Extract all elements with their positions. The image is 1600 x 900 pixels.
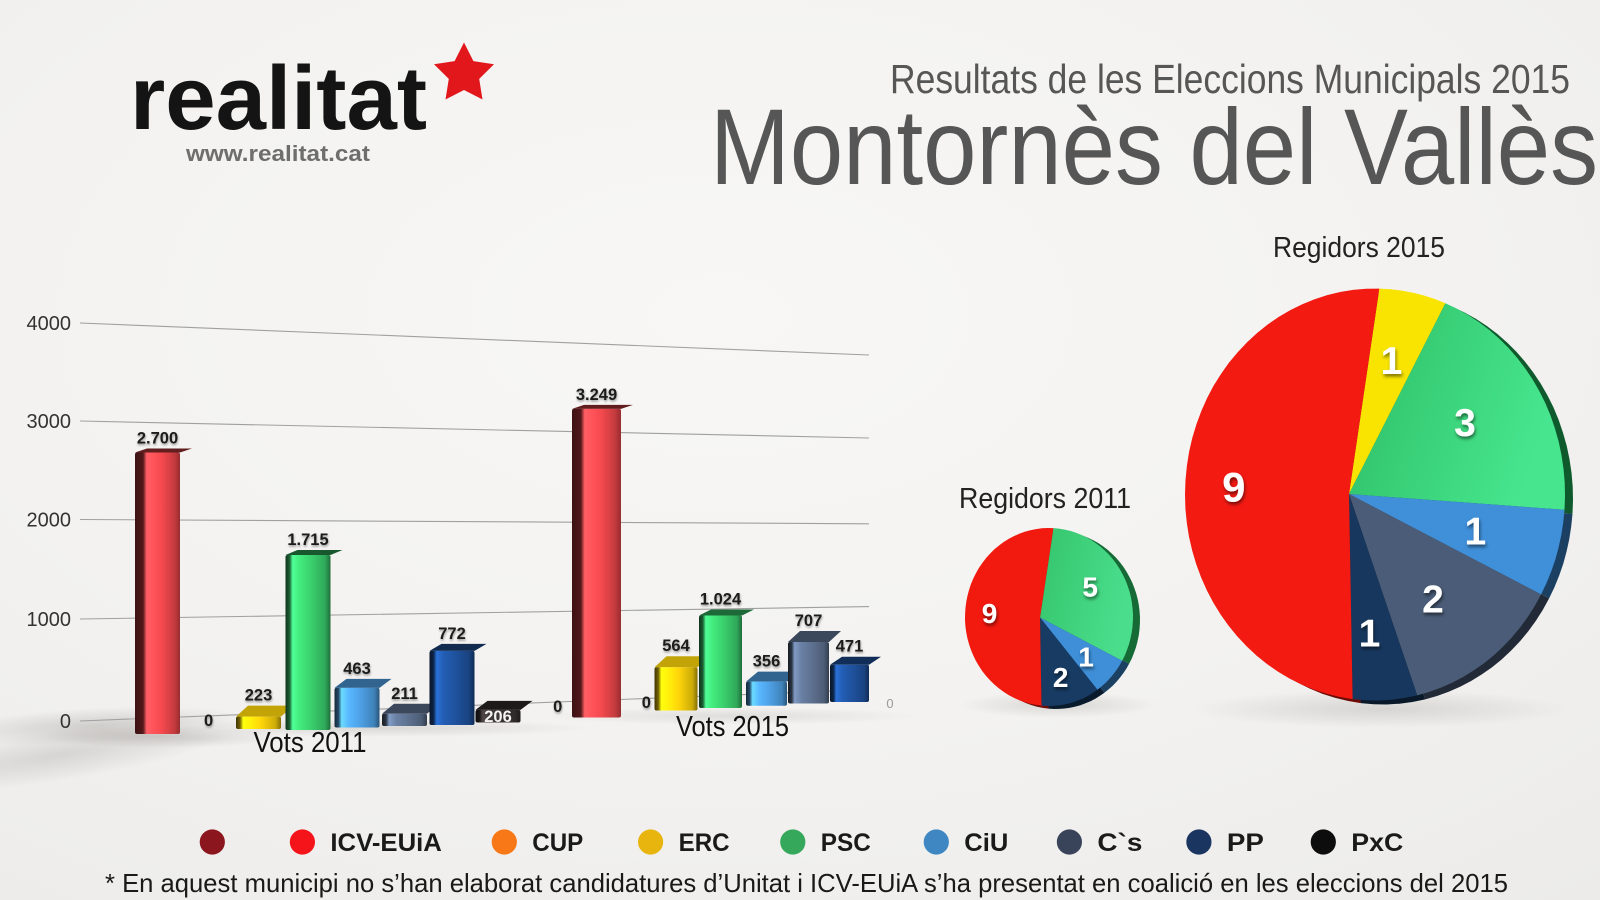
- svg-text:206: 206: [484, 708, 512, 726]
- svg-text:1.024: 1.024: [700, 591, 742, 609]
- svg-text:3.249: 3.249: [576, 386, 617, 404]
- svg-text:463: 463: [343, 660, 371, 678]
- svg-text:223: 223: [245, 687, 273, 705]
- svg-text:PSC: PSC: [821, 829, 871, 857]
- svg-text:0: 0: [60, 711, 71, 733]
- svg-text:707: 707: [795, 612, 823, 630]
- svg-text:0: 0: [553, 698, 562, 716]
- svg-text:ERC: ERC: [679, 829, 730, 857]
- svg-text:1: 1: [1359, 613, 1381, 656]
- svg-text:2.700: 2.700: [137, 430, 178, 448]
- svg-text:C`s: C`s: [1097, 829, 1142, 857]
- svg-text:1: 1: [1381, 340, 1403, 383]
- svg-text:564: 564: [662, 637, 690, 655]
- svg-text:* En aquest municipi no s’han: * En aquest municipi no s’han elaborat c…: [105, 868, 1508, 898]
- svg-text:1: 1: [1464, 511, 1486, 554]
- svg-text:3: 3: [1454, 402, 1476, 445]
- svg-text:0: 0: [204, 712, 213, 730]
- svg-text:2: 2: [1053, 662, 1069, 693]
- svg-text:0: 0: [886, 696, 893, 711]
- svg-text:0: 0: [642, 694, 651, 712]
- svg-text:4000: 4000: [27, 313, 72, 335]
- svg-text:Vots 2015: Vots 2015: [676, 711, 789, 743]
- svg-text:1000: 1000: [27, 609, 72, 631]
- svg-text:www.realitat.cat: www.realitat.cat: [185, 141, 371, 166]
- svg-text:Regidors 2015: Regidors 2015: [1273, 232, 1445, 264]
- svg-text:ICV-EUiA: ICV-EUiA: [330, 829, 442, 857]
- svg-text:9: 9: [982, 598, 998, 629]
- svg-text:471: 471: [836, 638, 864, 656]
- svg-text:772: 772: [438, 625, 466, 643]
- svg-text:9: 9: [1222, 464, 1245, 511]
- svg-text:realitat: realitat: [130, 49, 427, 149]
- svg-text:Resultats de les Eleccions Mun: Resultats de les Eleccions Municipals 20…: [890, 56, 1570, 102]
- svg-text:1: 1: [1078, 642, 1094, 673]
- svg-text:3000: 3000: [27, 411, 72, 433]
- svg-text:5: 5: [1082, 572, 1098, 603]
- svg-text:CiU: CiU: [964, 829, 1008, 857]
- svg-text:Regidors 2011: Regidors 2011: [959, 483, 1131, 515]
- svg-text:2000: 2000: [27, 510, 72, 532]
- svg-text:Vots 2011: Vots 2011: [254, 727, 367, 759]
- svg-text:Montornès del Vallès: Montornès del Vallès: [710, 86, 1598, 207]
- svg-text:2: 2: [1422, 579, 1444, 622]
- svg-text:CUP: CUP: [532, 829, 583, 857]
- svg-text:PP: PP: [1227, 829, 1264, 857]
- svg-text:211: 211: [391, 685, 418, 703]
- svg-text:1.715: 1.715: [287, 531, 328, 549]
- svg-text:356: 356: [753, 653, 781, 671]
- svg-text:PxC: PxC: [1351, 829, 1403, 857]
